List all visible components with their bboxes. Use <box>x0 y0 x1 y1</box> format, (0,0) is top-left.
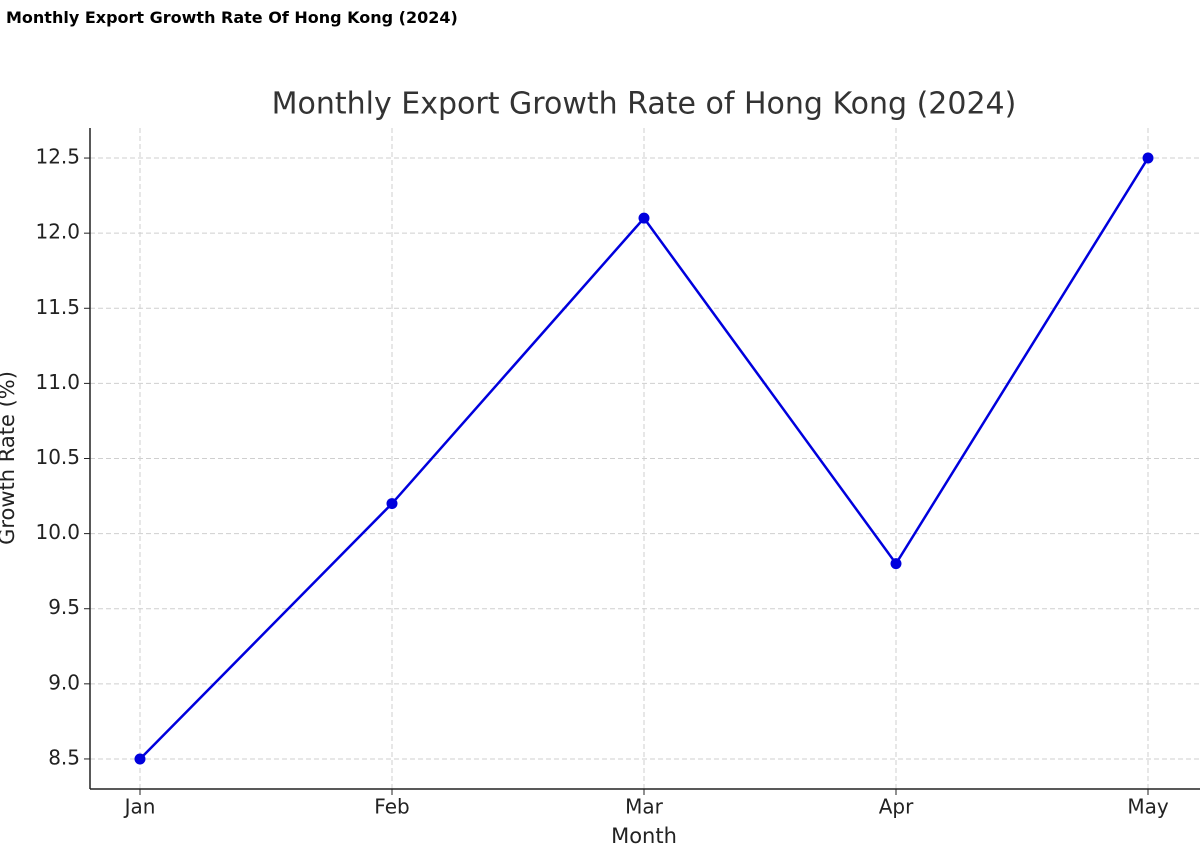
point <box>386 498 398 510</box>
y-tick-label: 11.5 <box>35 295 80 319</box>
y-tick-label: 12.0 <box>35 220 80 244</box>
y-tick-label: 10.0 <box>35 520 80 544</box>
point <box>1142 152 1154 164</box>
y-tick-label: 10.5 <box>35 445 80 469</box>
chart-title: Monthly Export Growth Rate of Hong Kong … <box>272 87 1017 122</box>
point <box>638 212 650 224</box>
point <box>890 558 902 570</box>
y-tick-label: 9.5 <box>48 595 80 619</box>
page-title: Monthly Export Growth Rate Of Hong Kong … <box>6 8 458 27</box>
x-tick-label: Apr <box>879 795 914 819</box>
y-tick-label: 11.0 <box>35 370 80 394</box>
y-tick-label: 9.0 <box>48 670 80 694</box>
y-tick-label: 12.5 <box>35 145 80 169</box>
x-tick-label: Mar <box>625 795 664 819</box>
x-tick-label: Feb <box>374 795 409 819</box>
x-axis-label: Month <box>611 824 677 848</box>
x-tick-label: May <box>1127 795 1169 819</box>
x-tick-label: Jan <box>123 795 156 819</box>
point <box>134 753 146 765</box>
y-tick-label: 8.5 <box>48 745 80 769</box>
y-axis-label: Growth Rate (%) <box>0 371 19 545</box>
